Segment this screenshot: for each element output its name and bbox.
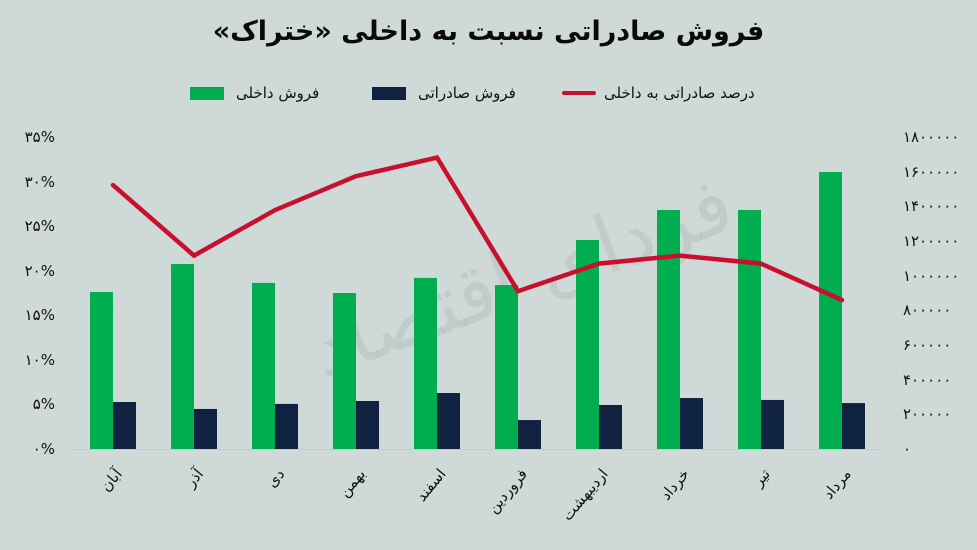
legend-label: درصد صادراتی به داخلی [604, 84, 755, 102]
domestic-sales-bar [738, 209, 761, 449]
domestic-sales-bar [90, 291, 113, 449]
right-axis-tick: ۱۲۰۰۰۰۰ [903, 232, 960, 250]
left-axis-tick: ۱۰% [24, 351, 55, 369]
left-axis-tick: ۳۰% [24, 173, 55, 191]
left-axis-tick: ۲۵% [24, 217, 55, 235]
right-axis-tick: ۱۴۰۰۰۰۰ [903, 197, 960, 215]
domestic-sales-bar [333, 293, 356, 449]
legend-item-export-ratio: درصد صادراتی به داخلی [562, 84, 755, 102]
export-sales-bar [842, 403, 865, 449]
domestic-sales-bar [576, 239, 599, 449]
left-axis-tick: ۰% [32, 440, 55, 458]
right-axis-tick: ۸۰۰۰۰۰ [903, 301, 952, 319]
left-axis-tick: ۱۵% [24, 306, 55, 324]
left-axis-tick: ۲۰% [24, 262, 55, 280]
legend: فروش داخلی فروش صادراتی درصد صادراتی به … [0, 84, 977, 108]
export-sales-bar [356, 400, 379, 449]
right-axis-tick: ۶۰۰۰۰۰ [903, 336, 952, 354]
left-axis-tick: ۳۵% [24, 128, 55, 146]
left-axis-tick: ۵% [32, 395, 55, 413]
domestic-sales-bar [819, 172, 842, 449]
export-sales-bar [518, 420, 541, 449]
legend-red-line-swatch-icon [562, 91, 596, 95]
right-axis-tick: ۴۰۰۰۰۰ [903, 371, 952, 389]
export-sales-bar [194, 408, 217, 449]
domestic-sales-bar [171, 264, 194, 449]
domestic-sales-bar [414, 277, 437, 449]
right-axis-tick: ۲۰۰۰۰۰ [903, 405, 952, 423]
chart-title: فروش صادراتی نسبت به داخلی «ختراک» [212, 16, 765, 47]
domestic-sales-bar [252, 282, 275, 449]
export-sales-bar [275, 403, 298, 449]
legend-navy-bar-swatch-icon [372, 86, 406, 100]
right-axis-tick: ۱۶۰۰۰۰۰ [903, 163, 960, 181]
bar-series [90, 172, 865, 449]
export-ratio-line [110, 154, 845, 303]
legend-item-domestic-sales: فروش داخلی [190, 84, 319, 102]
right-axis-tick: ۱۸۰۰۰۰۰ [903, 128, 960, 146]
legend-label: فروش داخلی [236, 84, 320, 102]
domestic-sales-bar [657, 209, 680, 449]
right-axis-tick: ۱۰۰۰۰۰۰ [903, 267, 960, 285]
legend-item-export-sales: فروش صادراتی [372, 84, 516, 102]
legend-label: فروش صادراتی [418, 84, 516, 102]
legend-green-bar-swatch-icon [190, 86, 224, 100]
export-sales-bar [680, 398, 703, 449]
export-sales-bar [761, 399, 784, 449]
right-axis-tick: ۰ [903, 440, 912, 458]
export-sales-bar [599, 404, 622, 449]
export-sales-bar [437, 393, 460, 449]
export-sales-bar [113, 402, 136, 449]
domestic-sales-bar [495, 285, 518, 449]
